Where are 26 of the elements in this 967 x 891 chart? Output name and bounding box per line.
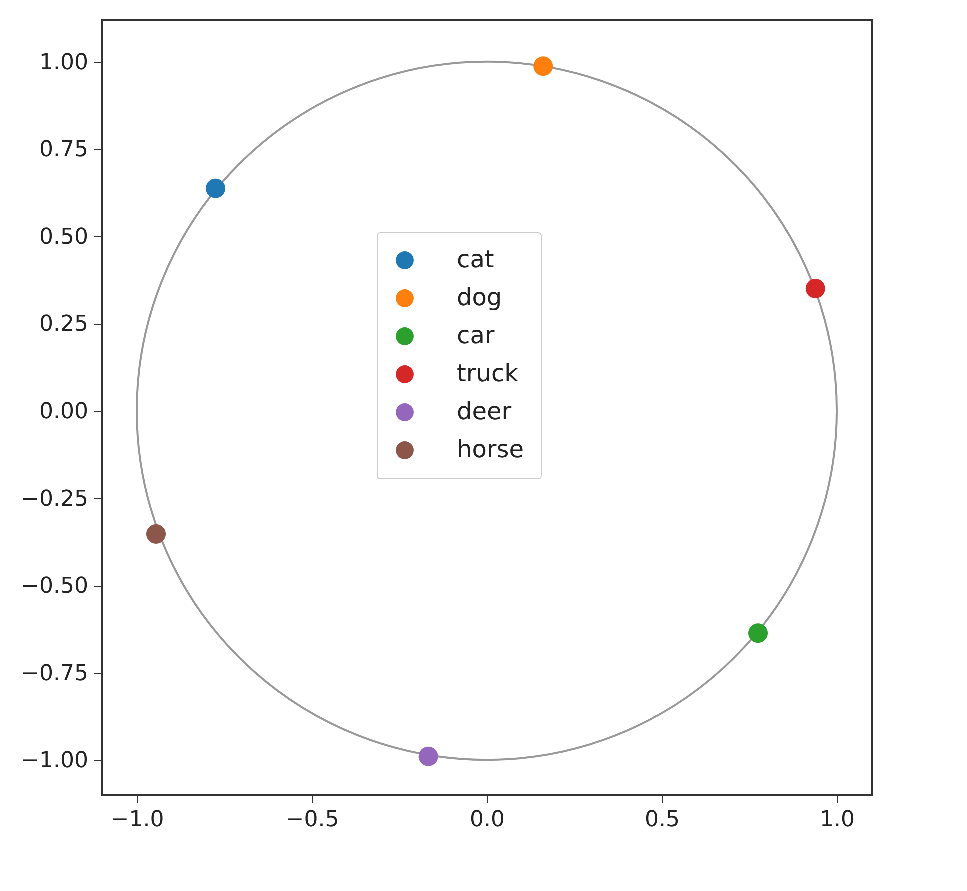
point [806, 279, 826, 299]
x-tick-label: 1.0 [820, 808, 855, 832]
y-tick-label: −1.00 [21, 748, 88, 774]
x-tick-label: 0.0 [470, 808, 505, 832]
x-tick-label: 0.5 [645, 808, 680, 832]
legend-label: cat [457, 246, 494, 274]
y-tick-label: 0.25 [40, 312, 88, 338]
legend-label: car [457, 322, 495, 350]
point [748, 624, 768, 644]
y-tick-label: −0.25 [21, 486, 88, 512]
y-tick-label: 1.00 [40, 50, 88, 76]
y-tick-label: 0.50 [40, 224, 88, 250]
x-tick-label: −1.0 [110, 808, 164, 832]
y-tick-label: 0.00 [40, 399, 88, 424]
y-tick-label: −0.50 [21, 574, 88, 600]
legend-label: truck [457, 360, 519, 388]
legend-label: horse [457, 436, 524, 464]
point [146, 524, 166, 544]
legend-label: dog [457, 284, 502, 312]
legend-label: deer [457, 398, 512, 426]
y-tick-label: −0.75 [21, 661, 88, 686]
y-tick-label: 0.75 [40, 138, 88, 163]
point [418, 746, 438, 766]
x-tick-label: −0.5 [286, 808, 340, 832]
point [534, 56, 554, 76]
point [206, 178, 226, 198]
